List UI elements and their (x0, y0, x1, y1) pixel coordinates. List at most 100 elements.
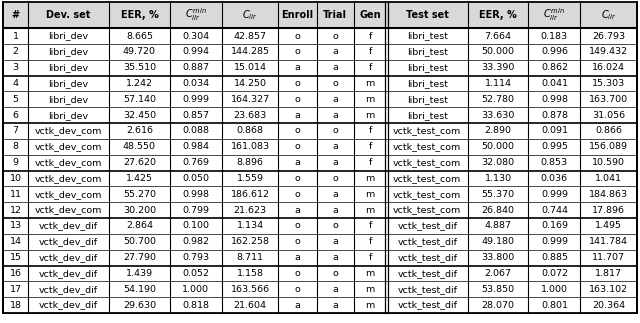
Text: 16.024: 16.024 (592, 63, 625, 72)
Text: vctk_test_dif: vctk_test_dif (397, 269, 457, 278)
Text: a: a (294, 253, 301, 262)
Text: 28.070: 28.070 (481, 301, 515, 309)
Text: 55.370: 55.370 (481, 190, 515, 199)
Text: a: a (332, 158, 339, 167)
Text: Dev. set: Dev. set (47, 10, 91, 20)
Text: 35.510: 35.510 (123, 63, 156, 72)
Text: 149.432: 149.432 (589, 47, 628, 56)
Text: 26.793: 26.793 (592, 32, 625, 40)
Text: o: o (332, 174, 338, 183)
Text: 0.994: 0.994 (182, 47, 209, 56)
Text: 6: 6 (13, 111, 19, 120)
Text: 163.566: 163.566 (230, 285, 269, 294)
Text: 0.091: 0.091 (541, 127, 568, 135)
Text: libri_dev: libri_dev (49, 47, 89, 56)
Text: 1.134: 1.134 (236, 222, 264, 230)
Text: 49.720: 49.720 (123, 47, 156, 56)
Text: 27.790: 27.790 (123, 253, 156, 262)
Text: vctk_dev_com: vctk_dev_com (35, 158, 102, 167)
Text: 11.707: 11.707 (592, 253, 625, 262)
Text: 1.817: 1.817 (595, 269, 622, 278)
Text: o: o (295, 269, 301, 278)
Text: 0.744: 0.744 (541, 206, 568, 214)
Text: a: a (294, 301, 301, 309)
Text: f: f (369, 158, 372, 167)
Text: f: f (369, 127, 372, 135)
Text: 9: 9 (13, 158, 19, 167)
Text: 55.270: 55.270 (123, 190, 156, 199)
Text: 17: 17 (10, 285, 22, 294)
Text: 2.067: 2.067 (484, 269, 511, 278)
Text: 1.439: 1.439 (126, 269, 153, 278)
Text: 0.052: 0.052 (182, 269, 209, 278)
Text: f: f (369, 47, 372, 56)
Text: m: m (365, 174, 375, 183)
Text: #: # (12, 10, 20, 20)
Text: vctk_dev_dif: vctk_dev_dif (39, 285, 98, 294)
Text: o: o (295, 127, 301, 135)
Text: 0.999: 0.999 (541, 190, 568, 199)
Text: vctk_test_com: vctk_test_com (393, 127, 461, 135)
Text: 2: 2 (13, 47, 19, 56)
Text: 54.190: 54.190 (123, 285, 156, 294)
Text: libri_test: libri_test (407, 95, 448, 104)
Text: libri_test: libri_test (407, 111, 448, 120)
Text: 0.769: 0.769 (182, 158, 209, 167)
Text: 50.000: 50.000 (481, 142, 515, 151)
Text: 50.700: 50.700 (123, 237, 156, 246)
Text: 32.080: 32.080 (481, 158, 515, 167)
Text: libri_dev: libri_dev (49, 79, 89, 88)
Text: vctk_test_dif: vctk_test_dif (397, 253, 457, 262)
Text: 161.083: 161.083 (230, 142, 269, 151)
Text: 1.158: 1.158 (237, 269, 264, 278)
Bar (3, 2, 637, 28)
Text: vctk_dev_com: vctk_dev_com (35, 127, 102, 135)
Text: 49.180: 49.180 (481, 237, 515, 246)
Text: libri_dev: libri_dev (49, 63, 89, 72)
Text: vctk_dev_dif: vctk_dev_dif (39, 222, 98, 230)
Text: 1.242: 1.242 (126, 79, 153, 88)
Text: 0.984: 0.984 (182, 142, 209, 151)
Text: m: m (365, 269, 375, 278)
Text: libri_dev: libri_dev (49, 32, 89, 40)
Text: 0.304: 0.304 (182, 32, 209, 40)
Text: 11: 11 (10, 190, 22, 199)
Text: 50.000: 50.000 (481, 47, 515, 56)
Text: vctk_test_com: vctk_test_com (393, 142, 461, 151)
Text: $C_{llr}$: $C_{llr}$ (242, 8, 258, 22)
Text: vctk_test_dif: vctk_test_dif (397, 301, 457, 309)
Text: vctk_dev_com: vctk_dev_com (35, 190, 102, 199)
Text: 13: 13 (10, 222, 22, 230)
Text: 1.495: 1.495 (595, 222, 622, 230)
Text: 33.800: 33.800 (481, 253, 515, 262)
Text: 32.450: 32.450 (123, 111, 156, 120)
Text: 52.780: 52.780 (481, 95, 515, 104)
Text: f: f (369, 222, 372, 230)
Text: 33.390: 33.390 (481, 63, 515, 72)
Text: a: a (332, 301, 339, 309)
Text: 0.996: 0.996 (541, 47, 568, 56)
Text: 163.102: 163.102 (589, 285, 628, 294)
Text: o: o (332, 32, 338, 40)
Text: EER, %: EER, % (479, 10, 517, 20)
Text: Enroll: Enroll (282, 10, 314, 20)
Text: 29.630: 29.630 (123, 301, 156, 309)
Text: 15: 15 (10, 253, 22, 262)
Text: o: o (295, 32, 301, 40)
Text: 53.850: 53.850 (481, 285, 515, 294)
Text: m: m (365, 190, 375, 199)
Text: m: m (365, 206, 375, 214)
Text: 184.863: 184.863 (589, 190, 628, 199)
Text: m: m (365, 95, 375, 104)
Text: $C_{llr}$: $C_{llr}$ (601, 8, 616, 22)
Text: o: o (332, 79, 338, 88)
Text: a: a (294, 206, 301, 214)
Text: libri_test: libri_test (407, 47, 448, 56)
Text: o: o (295, 47, 301, 56)
Text: 164.327: 164.327 (230, 95, 269, 104)
Text: libri_test: libri_test (407, 32, 448, 40)
Text: 16: 16 (10, 269, 22, 278)
Text: libri_test: libri_test (407, 63, 448, 72)
Text: Test set: Test set (406, 10, 449, 20)
Text: 10: 10 (10, 174, 22, 183)
